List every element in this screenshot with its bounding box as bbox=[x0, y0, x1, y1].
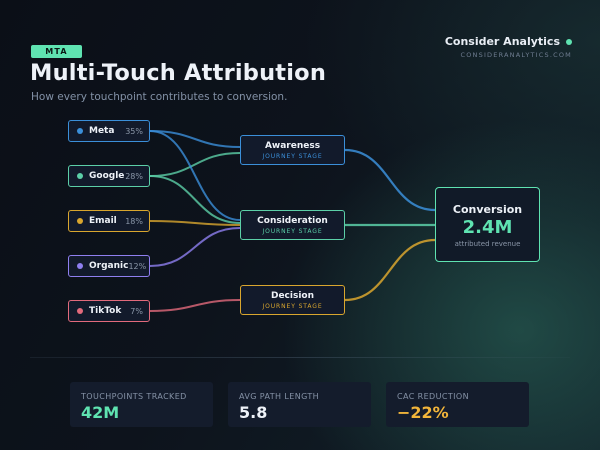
flow-google-consideration bbox=[149, 175, 241, 224]
divider bbox=[30, 357, 570, 358]
stage-node-awareness[interactable]: Awareness JOURNEY STAGE bbox=[240, 135, 345, 165]
meta-dot-icon bbox=[77, 128, 83, 134]
stat-value: 42M bbox=[81, 403, 120, 422]
flow-email-consideration bbox=[149, 220, 241, 226]
source-name: Google bbox=[89, 171, 125, 181]
source-node-organic[interactable]: Organic 12% bbox=[68, 255, 150, 277]
flow-decision-conversion bbox=[344, 238, 436, 302]
page-title: Multi-Touch Attribution bbox=[30, 60, 327, 86]
stage-name: Decision bbox=[270, 291, 315, 301]
stage-node-consideration[interactable]: Consideration JOURNEY STAGE bbox=[240, 210, 345, 240]
stat-card-cac-reduction: CAC REDUCTION −22% bbox=[386, 382, 529, 427]
stat-value: 5.8 bbox=[239, 403, 268, 422]
stat-label: AVG PATH LENGTH bbox=[239, 392, 320, 401]
flow-google-awareness bbox=[149, 152, 241, 177]
flow-tiktok-decision bbox=[149, 299, 241, 312]
stage-name: Awareness bbox=[264, 141, 321, 151]
flow-awareness-conversion bbox=[344, 148, 436, 212]
flow-organic-consideration bbox=[149, 227, 241, 267]
source-node-meta[interactable]: Meta 35% bbox=[68, 120, 150, 142]
source-share: 35% bbox=[125, 126, 143, 136]
brand: Consider Analytics CONSIDERANALYTICS.COM bbox=[445, 35, 572, 59]
brand-name-row: Consider Analytics bbox=[445, 35, 572, 48]
source-name: Organic bbox=[89, 261, 129, 271]
stat-card-touchpoints: TOUCHPOINTS TRACKED 42M bbox=[70, 382, 213, 427]
source-share: 28% bbox=[125, 171, 143, 181]
brand-url: CONSIDERANALYTICS.COM bbox=[460, 51, 572, 59]
source-node-google[interactable]: Google 28% bbox=[68, 165, 150, 187]
mta-badge: MTA bbox=[31, 45, 82, 58]
stat-label: CAC REDUCTION bbox=[397, 392, 469, 401]
stage-name: Consideration bbox=[257, 216, 328, 226]
tiktok-dot-icon bbox=[77, 308, 83, 314]
stage-node-decision[interactable]: Decision JOURNEY STAGE bbox=[240, 285, 345, 315]
conversion-subtitle: attributed revenue bbox=[454, 240, 521, 248]
brand-name: Consider Analytics bbox=[444, 35, 560, 48]
source-node-tiktok[interactable]: TikTok 7% bbox=[68, 300, 150, 322]
stat-label: TOUCHPOINTS TRACKED bbox=[81, 392, 187, 401]
brand-dot-icon bbox=[566, 38, 572, 45]
flow-meta-awareness bbox=[149, 130, 241, 148]
source-name: TikTok bbox=[89, 306, 122, 316]
page-subtitle: How every touchpoint contributes to conv… bbox=[31, 91, 288, 103]
conversion-value: 2.4M bbox=[462, 217, 513, 238]
source-node-email[interactable]: Email 18% bbox=[68, 210, 150, 232]
source-name: Meta bbox=[89, 126, 115, 136]
source-share: 18% bbox=[125, 216, 143, 226]
conversion-label: Conversion bbox=[452, 203, 523, 216]
conversion-node[interactable]: Conversion 2.4M attributed revenue bbox=[435, 187, 540, 262]
stat-card-path-length: AVG PATH LENGTH 5.8 bbox=[228, 382, 371, 427]
organic-dot-icon bbox=[77, 263, 83, 269]
email-dot-icon bbox=[77, 218, 83, 224]
stage-subtitle: JOURNEY STAGE bbox=[262, 228, 323, 235]
source-name: Email bbox=[89, 216, 117, 226]
stage-subtitle: JOURNEY STAGE bbox=[262, 303, 323, 310]
stage-subtitle: JOURNEY STAGE bbox=[262, 153, 323, 160]
google-dot-icon bbox=[77, 173, 83, 179]
source-share: 12% bbox=[128, 261, 147, 271]
flow-meta-consideration bbox=[149, 130, 241, 221]
source-share: 7% bbox=[130, 306, 143, 316]
stat-value: −22% bbox=[397, 403, 449, 422]
